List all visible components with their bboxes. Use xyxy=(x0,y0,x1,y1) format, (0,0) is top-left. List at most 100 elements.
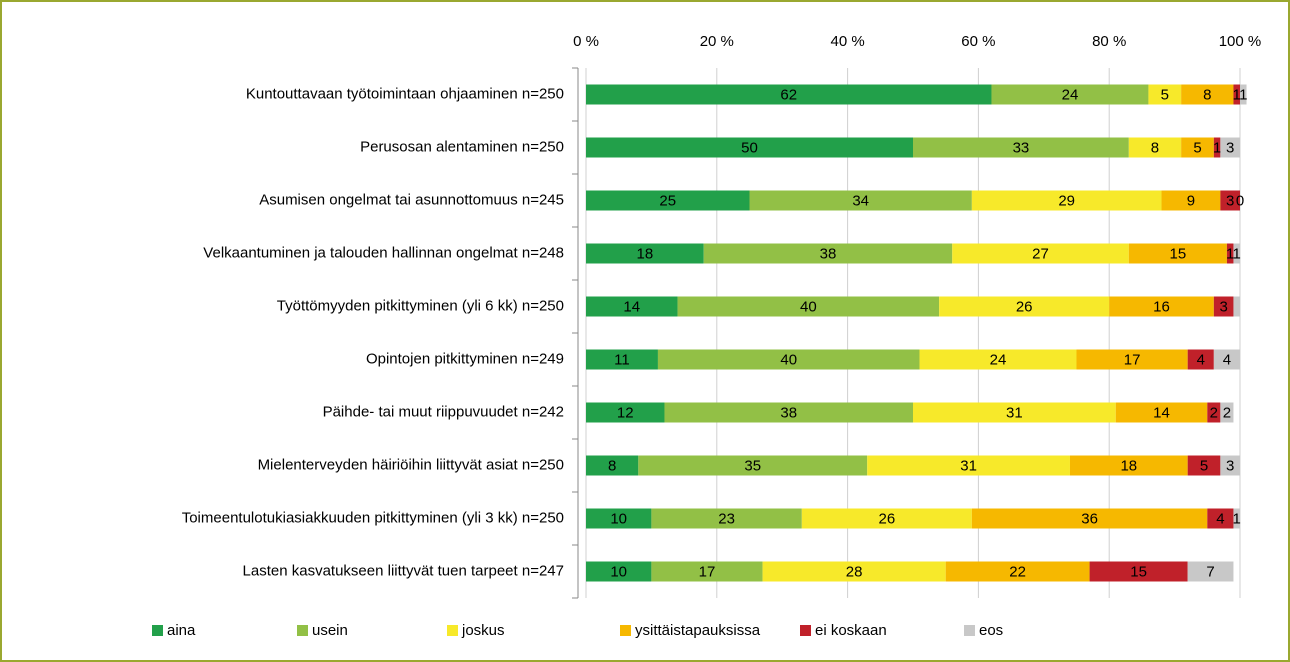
data-label: 8 xyxy=(1203,86,1211,103)
legend-label: usein xyxy=(312,622,348,639)
data-label: 15 xyxy=(1170,245,1187,262)
bar-segment xyxy=(1233,243,1240,264)
data-label: 35 xyxy=(744,457,761,474)
data-label: 24 xyxy=(990,351,1007,368)
x-tick-label: 60 % xyxy=(961,33,995,50)
data-label: 62 xyxy=(780,86,797,103)
legend-swatch xyxy=(152,625,163,636)
data-label: 31 xyxy=(1006,404,1023,421)
legend-label: eos xyxy=(979,622,1003,639)
bar-segment xyxy=(651,561,763,582)
data-label: 26 xyxy=(1016,298,1033,315)
legend-label: ei koskaan xyxy=(815,622,887,639)
bar-segment xyxy=(1069,455,1188,476)
data-label: 16 xyxy=(1153,298,1170,315)
y-tick-label: Työttömyyden pitkittyminen (yli 6 kk) n=… xyxy=(277,297,564,314)
bar-segment xyxy=(1233,296,1240,317)
bar-segment xyxy=(1240,84,1247,105)
data-label: 8 xyxy=(1151,139,1159,156)
bar-segment xyxy=(1128,137,1182,158)
y-tick-label: Opintojen pitkittyminen n=249 xyxy=(366,350,564,367)
data-label: 29 xyxy=(1058,192,1075,209)
bar-segment xyxy=(1115,402,1208,423)
bar-segment xyxy=(1226,243,1234,264)
bar-segment xyxy=(664,402,913,423)
data-label: 23 xyxy=(718,510,735,527)
bar-segment xyxy=(1076,349,1188,370)
data-label: 27 xyxy=(1032,245,1049,262)
bar-segment xyxy=(762,561,946,582)
data-label: 0 xyxy=(1236,192,1244,209)
bar-segment xyxy=(651,508,802,529)
data-label: 3 xyxy=(1226,192,1234,209)
y-tick-label: Kuntouttavaan työtoimintaan ohjaaminen n… xyxy=(246,85,564,102)
bar-segment xyxy=(991,84,1149,105)
data-label: 1 xyxy=(1233,245,1241,262)
bar-segment xyxy=(657,349,920,370)
legend-swatch xyxy=(297,625,308,636)
bar-segment xyxy=(586,561,652,582)
data-label: 33 xyxy=(1013,139,1030,156)
data-label: 14 xyxy=(1153,404,1170,421)
data-label: 50 xyxy=(741,139,758,156)
bar-segment xyxy=(586,349,658,370)
bar-segment xyxy=(586,508,652,529)
bar-segment xyxy=(586,243,704,264)
data-label: 4 xyxy=(1223,351,1231,368)
data-label: 1 xyxy=(1233,86,1241,103)
bar-segment xyxy=(919,349,1077,370)
bar-segment xyxy=(1213,296,1234,317)
data-label: 12 xyxy=(617,404,634,421)
y-tick-label: Toimeentulotukiasiakkuuden pitkittyminen… xyxy=(182,509,564,526)
bar-segment xyxy=(971,508,1208,529)
bar-segment xyxy=(1213,349,1240,370)
data-label: 1 xyxy=(1233,510,1241,527)
bar-segment xyxy=(638,455,868,476)
data-label: 38 xyxy=(780,404,797,421)
data-label: 9 xyxy=(1187,192,1195,209)
legend-swatch xyxy=(964,625,975,636)
bar-segment xyxy=(1187,455,1221,476)
data-label: 18 xyxy=(1120,457,1137,474)
data-label: 3 xyxy=(1219,298,1227,315)
data-label: 1 xyxy=(1226,245,1234,262)
bar-segment xyxy=(867,455,1070,476)
x-tick-label: 100 % xyxy=(1219,33,1262,50)
bar-segment xyxy=(1148,84,1182,105)
data-label: 34 xyxy=(852,192,869,209)
legend-swatch xyxy=(620,625,631,636)
bar-segment xyxy=(1181,137,1214,158)
data-label: 24 xyxy=(1062,86,1079,103)
bar-segment xyxy=(586,84,992,105)
data-label: 10 xyxy=(610,563,627,580)
x-tick-label: 0 % xyxy=(573,33,599,50)
x-tick-label: 40 % xyxy=(830,33,864,50)
bar-segment xyxy=(586,296,678,317)
bar-segment xyxy=(801,508,972,529)
bar-segment xyxy=(913,137,1129,158)
bar-segment xyxy=(586,455,639,476)
data-label: 38 xyxy=(820,245,837,262)
bar-segment xyxy=(939,296,1110,317)
y-tick-label: Perusosan alentaminen n=250 xyxy=(360,138,564,155)
data-label: 31 xyxy=(960,457,977,474)
y-tick-label: Lasten kasvatukseen liittyvät tuen tarpe… xyxy=(243,562,564,579)
data-label: 4 xyxy=(1197,351,1205,368)
data-label: 22 xyxy=(1009,563,1026,580)
data-label: 18 xyxy=(637,245,654,262)
data-label: 4 xyxy=(1216,510,1224,527)
data-label: 36 xyxy=(1081,510,1098,527)
data-label: 3 xyxy=(1226,457,1234,474)
bar-segment xyxy=(913,402,1116,423)
bar-segment xyxy=(952,243,1129,264)
data-label: 10 xyxy=(610,510,627,527)
bar-segment xyxy=(1207,402,1221,423)
y-tick-label: Velkaantuminen ja talouden hallinnan ong… xyxy=(203,244,564,261)
bar-segment xyxy=(1128,243,1227,264)
y-tick-label: Asumisen ongelmat tai asunnottomuus n=24… xyxy=(259,191,564,208)
data-label: 26 xyxy=(878,510,895,527)
data-label: 7 xyxy=(1206,563,1214,580)
bar-segment xyxy=(1187,349,1214,370)
legend-label: ysittäistapauksissa xyxy=(635,622,761,639)
data-label: 17 xyxy=(1124,351,1141,368)
